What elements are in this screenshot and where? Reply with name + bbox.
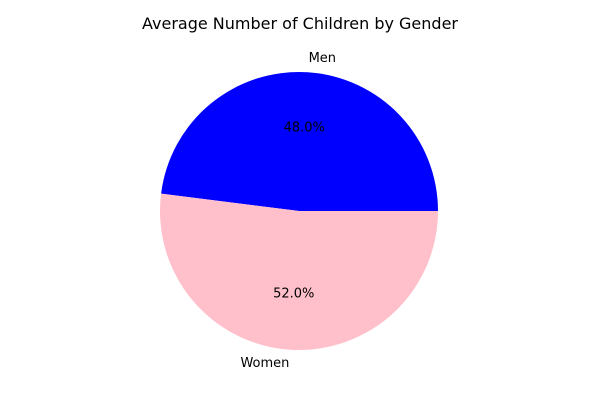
pie-percent-men: 48.0% <box>284 120 325 135</box>
pie-percent-women: 52.0% <box>273 287 314 302</box>
pie-label-men: Men <box>309 51 336 66</box>
pie-label-women: Women <box>240 356 289 371</box>
pie-slice-women <box>160 193 439 350</box>
pie-labels: Men 48.0% Women 52.0% <box>240 51 336 371</box>
pie-slices <box>160 71 439 350</box>
chart-title: Average Number of Children by Gender <box>142 14 458 33</box>
pie-slice-men <box>161 71 438 211</box>
